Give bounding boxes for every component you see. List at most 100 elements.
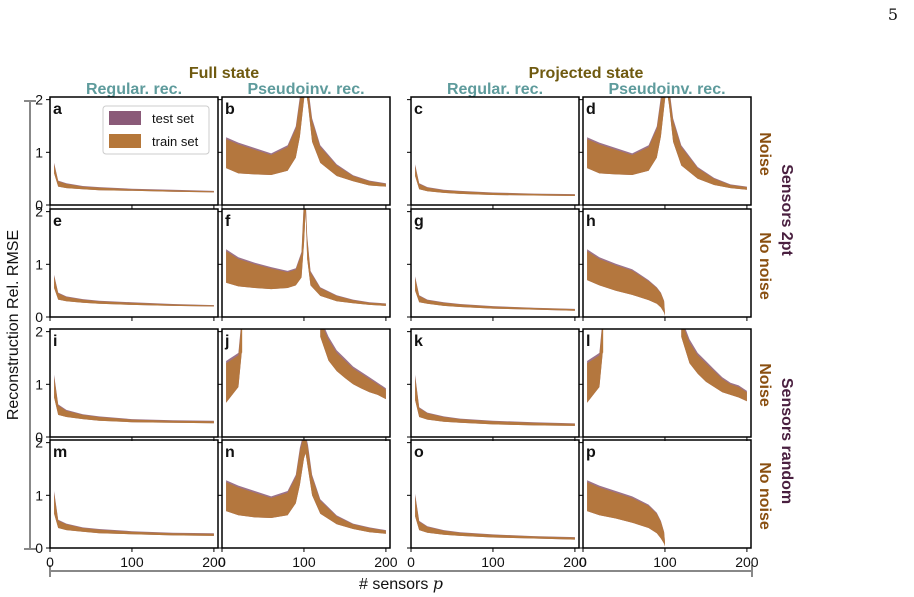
- panel-c-train-band-0: [415, 165, 575, 196]
- panel-a-ytick-label-0: 0: [35, 197, 43, 213]
- panel-a-letter: a: [53, 101, 62, 118]
- panel-b-letter: b: [225, 101, 235, 118]
- panel-e-ytick-label-0: 0: [35, 309, 43, 325]
- panel-h-letter: h: [586, 213, 596, 230]
- row-title-no-noise-2: No noise: [756, 462, 773, 530]
- row-title-noise-1: Noise: [756, 132, 773, 176]
- panel-n-train-band-0: [226, 440, 386, 534]
- panel-e-frame: [49, 208, 219, 318]
- panel-l-train-band-1: [681, 329, 747, 402]
- sensor-title-2pt: Sensors 2pt: [778, 164, 795, 256]
- panel-e-ytick-label-1: 1: [35, 256, 43, 272]
- x-axis-label-variable: p: [433, 574, 443, 593]
- panel-n-xtick-label-1: 100: [292, 554, 316, 570]
- panel-e-train-band-0: [54, 275, 214, 307]
- panel-i-ytick-label-1: 1: [35, 376, 43, 392]
- col-title-regular-1: Regular. rec.: [86, 81, 182, 98]
- panel-d-data: [587, 97, 747, 190]
- panel-o-letter: o: [414, 444, 424, 461]
- panel-o-xtick-label-2: 200: [563, 554, 587, 570]
- col-title-pseudo-2: Pseudoinv. rec.: [608, 81, 725, 98]
- sensor-title-random: Sensors random: [778, 378, 795, 504]
- panel-o-train-band-0: [415, 495, 575, 540]
- panel-m-xtick-label-1: 100: [120, 554, 144, 570]
- panel-m-data: [54, 491, 214, 536]
- legend-label-test: test set: [152, 111, 194, 126]
- panel-a-frame: [49, 96, 219, 206]
- panel-i-ytick-label-2: 2: [35, 324, 43, 340]
- panel-a-ytick-label-1: 1: [35, 144, 43, 160]
- panel-m-xtick-label-0: 0: [46, 554, 54, 570]
- legend-label-train: train set: [152, 134, 199, 149]
- y-range-bracket: [24, 100, 36, 550]
- x-range-bracket: [49, 565, 753, 577]
- panel-j-frame: [221, 328, 391, 438]
- panel-g-frame: [410, 208, 580, 318]
- y-axis-label: Reconstruction Rel. RMSE: [5, 230, 22, 420]
- legend-swatch-test: [109, 111, 141, 125]
- panel-m-ytick-label-2: 2: [35, 435, 43, 451]
- panel-f-frame: [221, 208, 391, 318]
- x-axis-label: # sensors p: [359, 574, 443, 593]
- panel-p-xtick-label-0: 0: [579, 554, 587, 570]
- panel-k-train-band-0: [415, 376, 575, 426]
- col-title-regular-2: Regular. rec.: [447, 81, 543, 98]
- panel-a-ytick-label-2: 2: [35, 92, 43, 108]
- panel-h-frame: [582, 208, 752, 318]
- panel-d-letter: d: [586, 101, 596, 118]
- panel-i-train-band-0: [54, 376, 214, 424]
- row-title-no-noise-1: No noise: [756, 232, 773, 300]
- panel-p-xtick-label-2: 200: [735, 554, 759, 570]
- panel-n-data: [226, 440, 386, 534]
- panel-l-data: [587, 329, 747, 403]
- panel-h-data: [587, 249, 665, 316]
- panel-m-xtick-label-2: 200: [202, 554, 226, 570]
- panel-g-data: [415, 276, 575, 311]
- panel-l-test-band-1: [681, 329, 747, 402]
- panel-o-xtick-label-1: 100: [481, 554, 505, 570]
- panel-e: 0 1 2e: [35, 204, 219, 325]
- panel-p-xtick-label-1: 100: [653, 554, 677, 570]
- panel-c-frame: [410, 96, 580, 206]
- panel-g: g: [407, 208, 580, 321]
- panel-j-train-band-1: [320, 329, 386, 400]
- panel-m-ytick-label-1: 1: [35, 487, 43, 503]
- legend: test set train set: [102, 105, 210, 155]
- panel-k: k: [407, 328, 580, 441]
- panel-l: l: [579, 328, 752, 441]
- panel-d-train-band-0: [587, 97, 747, 190]
- panel-d-frame: [582, 96, 752, 206]
- panel-p-data: [587, 480, 665, 547]
- panel-o-frame: [410, 439, 580, 549]
- panel-p-frame: [582, 439, 752, 549]
- panel-m-frame: [49, 439, 219, 549]
- panel-o-xtick-label-0: 0: [407, 554, 415, 570]
- panel-a: 0 1 2a: [35, 92, 219, 213]
- panel-b-train-band-0: [226, 97, 386, 187]
- panel-n-frame: [221, 439, 391, 549]
- panel-i-frame: [49, 328, 219, 438]
- panel-i-letter: i: [53, 333, 57, 350]
- panel-k-data: [415, 374, 575, 426]
- legend-swatch-train: [109, 134, 141, 148]
- panel-o: 0 100 200 o: [407, 439, 587, 570]
- panel-b-data: [226, 97, 386, 187]
- panel-n-xtick-label-2: 200: [374, 554, 398, 570]
- panel-h: h: [579, 208, 752, 321]
- panel-f: f: [218, 208, 391, 321]
- panel-p-letter: p: [586, 444, 596, 461]
- panel-m-ytick-label-0: 0: [35, 540, 43, 556]
- row-title-noise-2: Noise: [756, 363, 773, 407]
- panel-h-train-band-0: [587, 251, 665, 316]
- panel-j: j: [218, 328, 391, 441]
- panel-k-frame: [410, 328, 580, 438]
- panel-f-data: [226, 209, 386, 306]
- panel-g-test-band-0: [415, 276, 575, 311]
- panel-c-data: [415, 164, 575, 196]
- col-title-pseudo-1: Pseudoinv. rec.: [247, 81, 364, 98]
- panel-g-train-band-0: [415, 277, 575, 311]
- panel-d: d: [579, 96, 752, 209]
- panel-l-frame: [582, 328, 752, 438]
